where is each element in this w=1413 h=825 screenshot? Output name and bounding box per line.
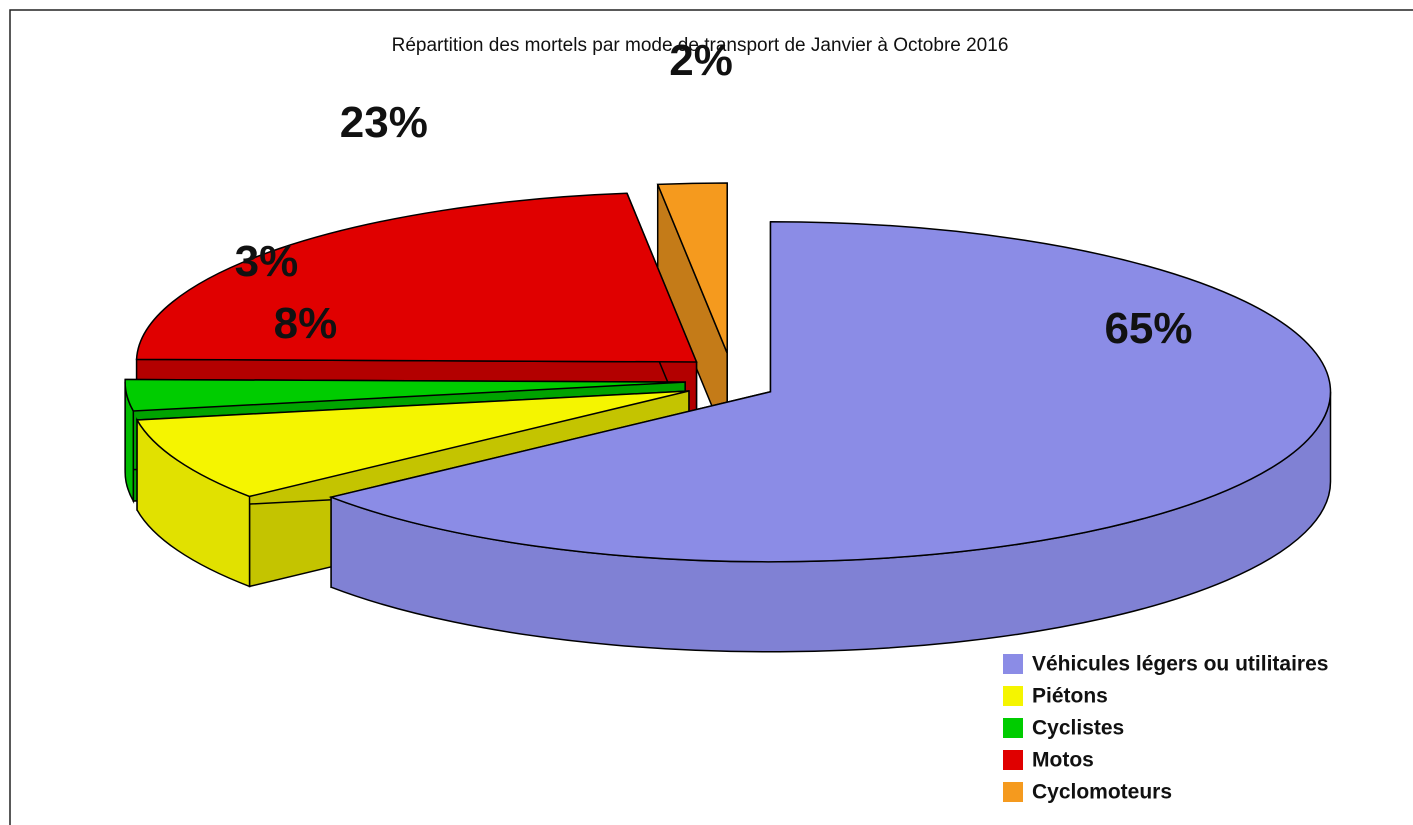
legend-label: Cyclomoteurs [1032,781,1172,804]
slice [135,390,690,498]
data-label: 65% [1104,304,1192,353]
legend-swatch [1003,750,1023,770]
slice [135,192,698,363]
legend-swatch [1003,686,1023,706]
legend-label: Véhicules légers ou utilitaires [1032,653,1328,676]
data-label: 3% [235,237,299,286]
legend-label: Cyclistes [1032,717,1124,740]
data-label: 23% [340,98,428,147]
slice [124,378,686,412]
legend-swatch [1003,782,1023,802]
legend-swatch [1003,654,1023,674]
data-label: 2% [669,36,733,85]
legend-label: Motos [1032,749,1094,772]
slice-group [328,221,1332,653]
data-label: 8% [274,299,338,348]
legend-swatch [1003,718,1023,738]
slice-group [656,182,728,444]
slice [328,221,1332,563]
chart-title: Répartition des mortels par mode de tran… [392,35,1009,56]
slice [656,182,728,354]
legend-label: Piétons [1032,685,1108,708]
